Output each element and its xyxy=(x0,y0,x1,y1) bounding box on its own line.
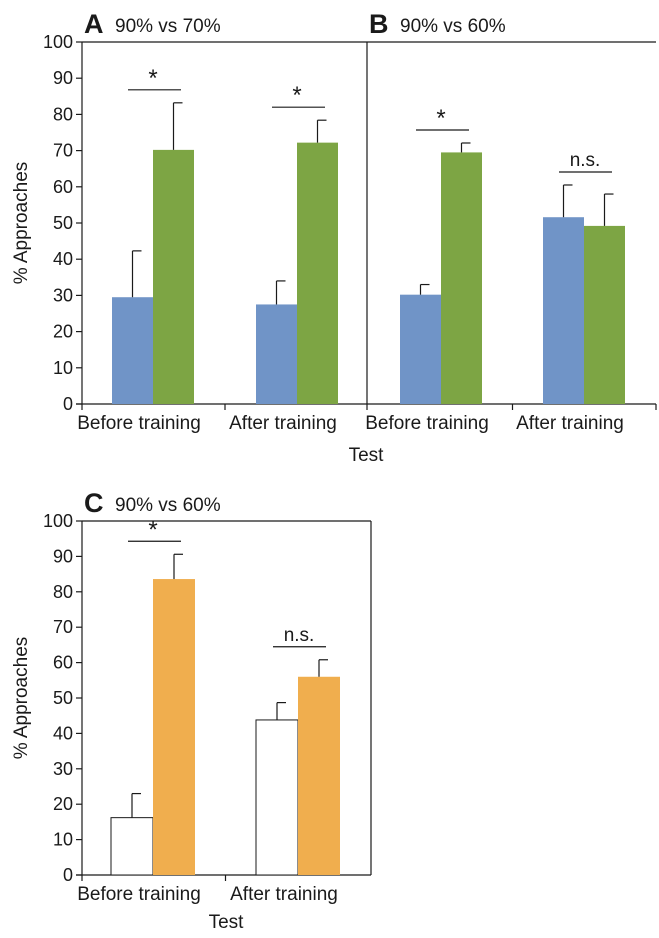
panel-c-y-tick-label: 70 xyxy=(53,617,73,637)
panel-a-y-tick-label: 90 xyxy=(53,68,73,88)
panel-a-bar-left xyxy=(256,304,297,404)
panel-a-subtitle: 90% vs 70% xyxy=(115,16,221,37)
panel-b-bar-right xyxy=(441,152,482,404)
panel-c-x-axis-title: Test xyxy=(209,912,245,933)
panel-c-category-label: Before training xyxy=(77,884,201,905)
panel-c-y-tick-label: 90 xyxy=(53,546,73,566)
panel-b-category-label: Before training xyxy=(365,413,489,434)
panel-a-category-label: After training xyxy=(229,413,337,434)
panel-a-y-tick-label: 60 xyxy=(53,177,73,197)
panel-c-letter: C xyxy=(84,488,104,518)
panel-c-y-tick-label: 0 xyxy=(63,865,73,885)
panel-a-bar-left xyxy=(112,297,153,404)
panel-a-sig-label: * xyxy=(148,65,157,92)
panel-c-bar-right xyxy=(298,676,340,875)
panel-a-y-tick-label: 10 xyxy=(53,358,73,378)
panel-a-y-tick-label: 80 xyxy=(53,104,73,124)
panel-b-bar-right xyxy=(584,225,625,404)
panel-c-bar-left xyxy=(110,817,154,876)
panel-c-y-tick-label: 50 xyxy=(53,688,73,708)
panel-b-bar-left xyxy=(543,217,584,404)
panel-c-sig-label: n.s. xyxy=(284,625,315,646)
panel-c-bar-right xyxy=(153,579,195,875)
panel-a-y-tick-label: 30 xyxy=(53,285,73,305)
panel-c-y-tick-label: 10 xyxy=(53,830,73,850)
panel-c-subtitle: 90% vs 60% xyxy=(115,495,221,516)
panel-c-y-tick-label: 60 xyxy=(53,653,73,673)
panel-a-y-tick-label: 100 xyxy=(43,32,73,52)
panel-c-y-tick-label: 20 xyxy=(53,794,73,814)
panel-a-category-label: Before training xyxy=(77,413,201,434)
panel-a-y-tick-label: 50 xyxy=(53,213,73,233)
shared-x-axis-title: Test xyxy=(349,445,385,466)
panel-b-category-label: After training xyxy=(516,413,624,434)
panel-c-bar-left xyxy=(255,719,299,876)
panel-a-y-tick-label: 70 xyxy=(53,141,73,161)
panel-b-letter: B xyxy=(369,9,389,39)
panel-b-sig-label: n.s. xyxy=(570,150,601,171)
panel-c-y-tick-label: 30 xyxy=(53,759,73,779)
panel-c-category-label: After training xyxy=(230,884,338,905)
panel-a-y-tick-label: 40 xyxy=(53,249,73,269)
panel-a-y-tick-label: 0 xyxy=(63,394,73,414)
panel-c-y-tick-label: 40 xyxy=(53,723,73,743)
panel-b-bar-left xyxy=(400,294,441,404)
panel-a-bar-right xyxy=(297,142,338,405)
panel-c-y-tick-label: 100 xyxy=(43,511,73,531)
panel-a-letter: A xyxy=(84,9,104,39)
panel-c-sig-label: * xyxy=(148,516,157,543)
panel-a-bar-right xyxy=(153,149,194,404)
panel-b-subtitle: 90% vs 60% xyxy=(400,16,506,37)
panel-c-y-tick-label: 80 xyxy=(53,582,73,602)
panel-a-sig-label: * xyxy=(292,82,301,109)
panel-c-y-axis-title: % Approaches xyxy=(11,637,32,760)
panel-b-sig-label: * xyxy=(436,105,445,132)
panel-a-y-tick-label: 20 xyxy=(53,322,73,342)
panel-a-y-axis-title: % Approaches xyxy=(11,162,32,285)
